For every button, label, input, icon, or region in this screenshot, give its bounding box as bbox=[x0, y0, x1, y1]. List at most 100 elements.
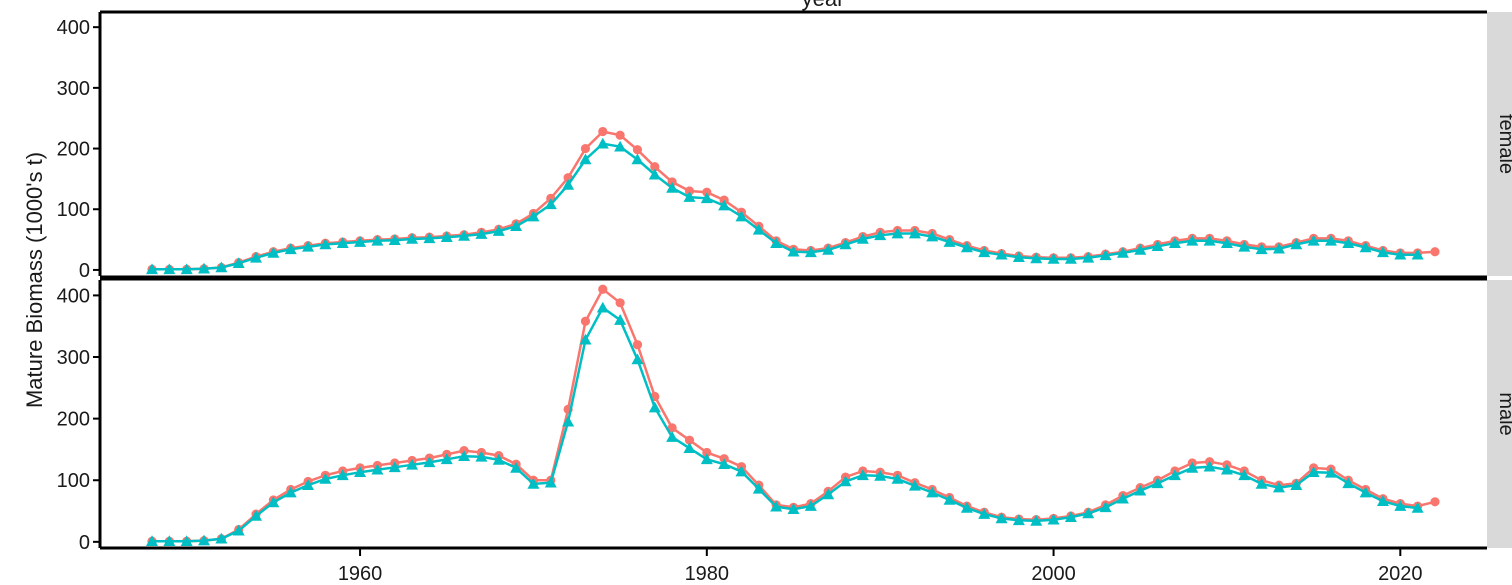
data-point bbox=[562, 415, 575, 427]
data-point bbox=[319, 238, 332, 250]
data-point bbox=[1394, 500, 1407, 511]
data-point bbox=[978, 246, 991, 258]
data-point bbox=[1430, 497, 1440, 507]
data-point bbox=[908, 479, 921, 491]
x-tick-label: 2020 bbox=[1378, 563, 1423, 585]
data-point bbox=[544, 198, 557, 210]
data-point bbox=[1220, 237, 1233, 249]
y-tick-label: 300 bbox=[57, 78, 90, 100]
data-point bbox=[700, 192, 713, 204]
data-point bbox=[1324, 234, 1337, 246]
data-point bbox=[284, 243, 297, 255]
data-point bbox=[667, 177, 677, 187]
data-point bbox=[1116, 492, 1129, 504]
data-point bbox=[684, 186, 695, 196]
data-point bbox=[1064, 511, 1077, 522]
data-point bbox=[423, 232, 436, 244]
data-point bbox=[683, 191, 696, 202]
data-point bbox=[336, 469, 349, 481]
data-point bbox=[960, 241, 973, 253]
data-point bbox=[632, 340, 643, 350]
data-point bbox=[163, 263, 176, 275]
data-point bbox=[598, 284, 608, 294]
data-point bbox=[1186, 461, 1199, 473]
data-point bbox=[822, 243, 835, 255]
data-point bbox=[544, 476, 557, 488]
data-point bbox=[1324, 466, 1337, 478]
data-point bbox=[943, 236, 956, 247]
data-point bbox=[1168, 237, 1181, 249]
data-point bbox=[1220, 463, 1233, 475]
data-point bbox=[1394, 248, 1407, 260]
data-point bbox=[232, 524, 245, 536]
data-point bbox=[856, 469, 869, 481]
data-point bbox=[388, 461, 401, 473]
data-point bbox=[1342, 237, 1355, 249]
data-point bbox=[908, 227, 921, 239]
data-point bbox=[180, 263, 193, 275]
data-point bbox=[770, 500, 783, 512]
data-point bbox=[891, 472, 904, 484]
data-point bbox=[580, 316, 591, 326]
data-point bbox=[1238, 469, 1251, 481]
data-point bbox=[648, 401, 661, 413]
data-point bbox=[718, 458, 731, 470]
data-point bbox=[839, 238, 852, 250]
data-point bbox=[598, 126, 608, 137]
data-point bbox=[475, 450, 488, 462]
data-point bbox=[354, 466, 367, 478]
data-point bbox=[1012, 514, 1025, 526]
y-axis-title: Mature Biomass (1000's t) bbox=[22, 152, 47, 408]
x-tick-label: 1980 bbox=[685, 563, 730, 585]
data-point bbox=[648, 168, 661, 180]
data-point bbox=[1376, 246, 1389, 258]
data-point bbox=[1099, 501, 1112, 513]
data-point bbox=[1030, 514, 1043, 526]
data-point bbox=[684, 435, 695, 445]
data-point bbox=[1064, 253, 1077, 264]
x-tick-label: 1960 bbox=[338, 563, 383, 585]
data-point bbox=[510, 461, 523, 473]
data-point bbox=[354, 236, 367, 247]
data-point bbox=[1030, 252, 1043, 264]
data-point bbox=[822, 488, 835, 500]
data-point bbox=[1082, 251, 1095, 263]
data-point bbox=[215, 532, 228, 544]
data-point bbox=[1376, 495, 1389, 506]
data-point bbox=[388, 234, 401, 245]
data-point bbox=[440, 453, 453, 465]
data-point bbox=[163, 535, 176, 547]
data-point bbox=[475, 228, 488, 239]
data-point bbox=[1290, 479, 1303, 490]
data-point bbox=[839, 475, 852, 487]
data-point bbox=[787, 503, 800, 514]
data-point bbox=[787, 245, 800, 257]
data-point bbox=[1307, 234, 1320, 246]
data-point bbox=[458, 229, 471, 241]
data-point bbox=[1272, 242, 1285, 254]
y-tick-label: 0 bbox=[79, 532, 90, 554]
data-point bbox=[492, 225, 505, 236]
x-axis-title: year bbox=[802, 0, 845, 11]
data-point bbox=[960, 501, 973, 513]
data-point bbox=[1272, 481, 1285, 493]
data-point bbox=[579, 153, 592, 165]
data-point bbox=[702, 447, 712, 458]
data-point bbox=[406, 232, 419, 244]
x-tick-label: 2000 bbox=[1031, 563, 1076, 585]
data-point bbox=[926, 230, 939, 242]
data-point bbox=[1203, 234, 1216, 246]
data-point bbox=[146, 263, 159, 275]
y-tick-label: 100 bbox=[57, 199, 90, 221]
data-point bbox=[336, 237, 349, 249]
data-point bbox=[650, 162, 660, 172]
y-tick-label: 200 bbox=[57, 409, 90, 431]
data-point bbox=[735, 210, 748, 222]
data-point bbox=[1116, 246, 1129, 258]
data-point bbox=[596, 301, 609, 313]
facet-panels: female 0 100 200 300 400 male 0 100 200 300 400 bbox=[57, 12, 1512, 554]
data-point bbox=[250, 509, 263, 521]
data-point bbox=[926, 486, 939, 498]
data-point bbox=[423, 456, 436, 468]
